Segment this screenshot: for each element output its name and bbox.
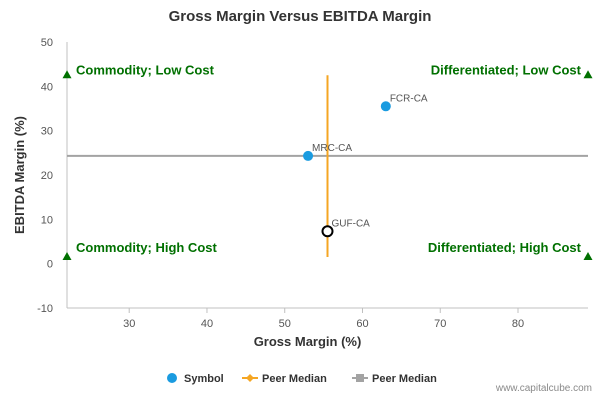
y-tick-label: 10 (41, 214, 53, 226)
data-point-label: MRC-CA (312, 143, 352, 154)
quadrant-label: Commodity; High Cost (76, 240, 217, 255)
y-tick-label: 40 (41, 81, 53, 93)
y-tick-label: -10 (37, 303, 53, 315)
x-tick-label: 80 (512, 318, 524, 330)
x-tick-label: 30 (123, 318, 135, 330)
data-point (303, 150, 314, 161)
x-axis-label: Gross Margin (%) (254, 334, 362, 349)
y-tick-label: 30 (41, 126, 53, 138)
legend-label: Symbol (184, 373, 224, 385)
x-tick-label: 60 (356, 318, 368, 330)
legend-marker-diamond (246, 374, 254, 382)
data-point-label: GUF-CA (332, 218, 371, 229)
legend-label: Peer Median (262, 373, 327, 385)
data-point (321, 225, 334, 238)
quadrant-marker-triangle (583, 252, 593, 261)
data-point-label: FCR-CA (390, 93, 428, 104)
x-tick-label: 70 (434, 318, 446, 330)
data-point (380, 101, 391, 112)
watermark: www.capitalcube.com (495, 383, 592, 394)
y-tick-label: 20 (41, 170, 53, 182)
x-tick-label: 50 (279, 318, 291, 330)
quadrant-label: Differentiated; Low Cost (431, 62, 582, 77)
quadrant-marker-triangle (62, 252, 72, 261)
chart-title: Gross Margin Versus EBITDA Margin (168, 8, 432, 25)
quadrant-label: Commodity; Low Cost (76, 62, 215, 77)
legend-label: Peer Median (372, 373, 437, 385)
legend-marker-square (356, 374, 364, 382)
y-tick-label: 50 (41, 37, 53, 49)
quadrant-marker-triangle (583, 70, 593, 79)
legend-marker-symbol (167, 373, 177, 383)
x-tick-label: 40 (201, 318, 213, 330)
quadrant-label: Differentiated; High Cost (428, 240, 582, 255)
quadrant-marker-triangle (62, 70, 72, 79)
y-tick-label: 0 (47, 259, 53, 271)
y-axis-label: EBITDA Margin (%) (12, 116, 27, 234)
